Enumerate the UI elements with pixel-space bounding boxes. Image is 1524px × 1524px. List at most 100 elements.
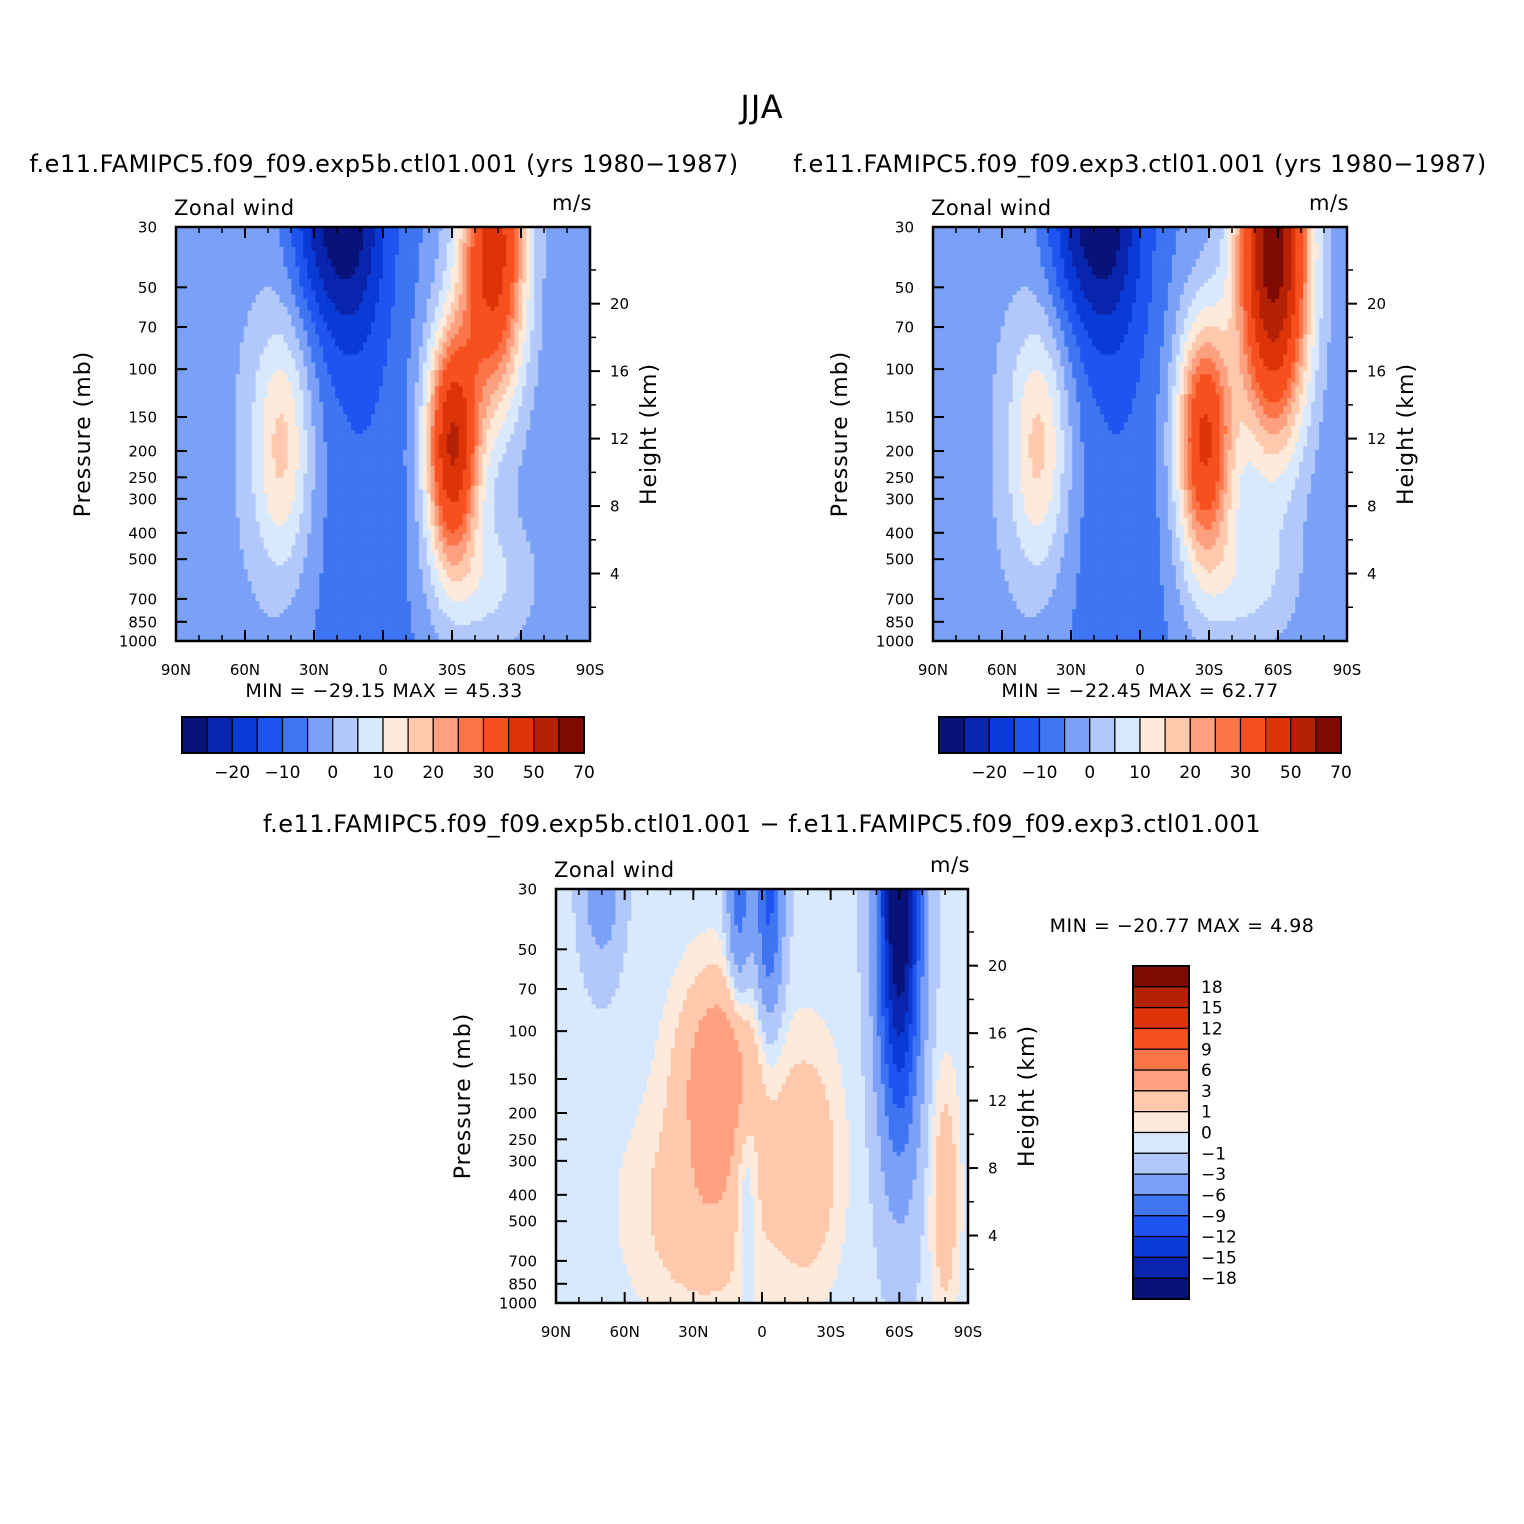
field-cell <box>204 267 209 272</box>
field-cell <box>188 553 193 558</box>
field-cell <box>180 426 185 431</box>
field-cell <box>208 518 213 523</box>
field-cell <box>184 243 189 248</box>
field-cell <box>184 303 189 308</box>
field-cell <box>188 390 193 395</box>
field-cell <box>200 442 205 447</box>
field-cell <box>200 418 205 423</box>
field-cell <box>188 502 193 507</box>
field-cell <box>212 565 217 570</box>
field-cell <box>208 577 213 582</box>
field-cell <box>220 446 225 451</box>
field-cell <box>192 247 197 252</box>
field-cell <box>208 458 213 463</box>
field-cell <box>200 601 205 606</box>
field-cell <box>180 458 185 463</box>
field-cell <box>196 327 201 332</box>
field-cell <box>208 370 213 375</box>
field-cell <box>208 342 213 347</box>
field-cell <box>204 279 209 284</box>
field-cell <box>204 442 209 447</box>
field-cell <box>192 538 197 543</box>
field-cell <box>200 267 205 272</box>
field-cell <box>196 526 201 531</box>
field-cell <box>184 629 189 634</box>
field-cell <box>180 394 185 399</box>
field-cell <box>192 589 197 594</box>
field-cell <box>188 279 193 284</box>
field-cell <box>200 426 205 431</box>
field-cell <box>196 414 201 419</box>
field-cell <box>200 621 205 626</box>
field-cell <box>220 327 225 332</box>
field-cell <box>184 514 189 519</box>
field-cell <box>200 378 205 383</box>
field-cell <box>192 502 197 507</box>
field-cell <box>188 617 193 622</box>
field-cell <box>200 374 205 379</box>
field-cell <box>208 530 213 535</box>
field-cell <box>180 267 185 272</box>
field-cell <box>184 406 189 411</box>
field-cell <box>220 454 225 459</box>
field-cell <box>204 490 209 495</box>
field-cell <box>180 577 185 582</box>
field-cell <box>196 275 201 280</box>
field-cell <box>224 474 229 479</box>
field-cell <box>192 581 197 586</box>
field-cell <box>184 279 189 284</box>
field-cell <box>196 522 201 527</box>
field-cell <box>180 609 185 614</box>
field-cell <box>216 585 221 590</box>
field-cell <box>216 541 221 546</box>
field-cell <box>188 386 193 391</box>
field-cell <box>200 557 205 562</box>
field-cell <box>192 553 197 558</box>
field-cell <box>184 331 189 336</box>
field-cell <box>200 526 205 531</box>
field-cell <box>204 458 209 463</box>
field-cell <box>216 394 221 399</box>
field-cell <box>216 518 221 523</box>
field-cell <box>208 422 213 427</box>
field-cell <box>216 625 221 630</box>
field-cell <box>196 307 201 312</box>
field-cell <box>184 390 189 395</box>
field-cell <box>184 350 189 355</box>
field-cell <box>200 506 205 511</box>
field-cell <box>180 605 185 610</box>
field-cell <box>208 426 213 431</box>
contour-field <box>176 227 591 642</box>
field-cell <box>212 502 217 507</box>
field-cell <box>208 323 213 328</box>
field-cell <box>184 267 189 272</box>
field-cell <box>224 366 229 371</box>
field-cell <box>220 593 225 598</box>
field-cell <box>216 577 221 582</box>
field-cell <box>200 279 205 284</box>
field-cell <box>220 311 225 316</box>
field-cell <box>220 510 225 515</box>
field-cell <box>216 446 221 451</box>
field-cell <box>216 490 221 495</box>
field-cell <box>184 609 189 614</box>
field-cell <box>212 362 217 367</box>
field-cell <box>180 633 185 638</box>
field-cell <box>204 259 209 264</box>
field-cell <box>196 506 201 511</box>
field-cell <box>184 466 189 471</box>
field-cell <box>220 378 225 383</box>
field-cell <box>188 370 193 375</box>
field-cell <box>184 569 189 574</box>
field-cell <box>208 374 213 379</box>
field-cell <box>216 549 221 554</box>
field-cell <box>200 545 205 550</box>
field-cell <box>184 589 189 594</box>
field-cell <box>220 390 225 395</box>
field-cell <box>204 346 209 351</box>
field-cell <box>192 438 197 443</box>
field-cell <box>220 458 225 463</box>
field-cell <box>184 362 189 367</box>
field-cell <box>204 617 209 622</box>
field-cell <box>192 338 197 343</box>
